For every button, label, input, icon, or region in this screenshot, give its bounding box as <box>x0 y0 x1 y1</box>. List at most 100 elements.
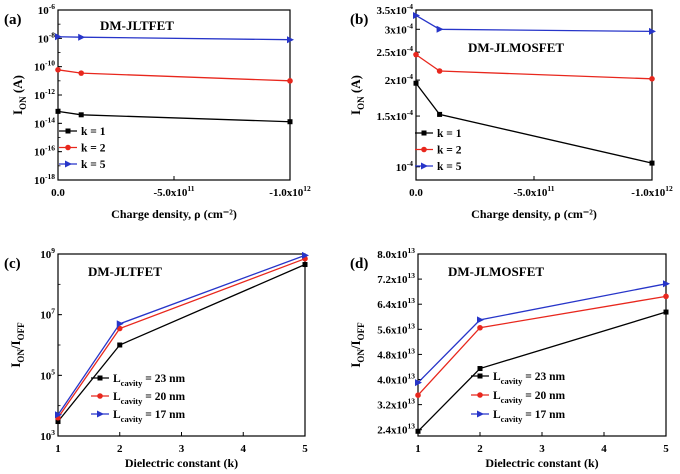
x-tick-label: 2 <box>477 443 483 455</box>
x-axis-label: Charge density, ρ (cm⁻²) <box>111 207 237 221</box>
x-tick-label: 3 <box>179 443 185 455</box>
y-tick-label: 4.8x1013 <box>377 346 415 361</box>
data-point-series-1 <box>663 309 669 315</box>
y-tick-label: 8.0x1013 <box>377 246 415 261</box>
y-tick-label: 10-16 <box>34 144 55 159</box>
chart-panel-d: 2.4x1013 3.2x1013 4.0x1013 4.8x1013 5.6x1013… <box>348 246 670 470</box>
chart-title: DM-JLTFET <box>88 264 162 279</box>
chart-title: DM-JLMOSFET <box>468 40 564 55</box>
data-point-series-2 <box>415 392 421 399</box>
legend-label: k = 2 <box>437 145 462 157</box>
y-tick-label: 1.5x10-4 <box>377 108 414 123</box>
chart-panel-a: 10-6 10-8 10-10 10-12 10-14 10-16 10-180.0 -5.0… <box>4 2 311 221</box>
data-point-series-3 <box>415 379 422 387</box>
y-tick-label: 10-10 <box>34 59 55 74</box>
panel-label: (d) <box>350 256 368 272</box>
legend-label: k = 1 <box>437 128 462 140</box>
y-tick-label: 10-8 <box>38 30 55 45</box>
data-point-series-3 <box>55 411 62 419</box>
legend-label: Lcavity = 20 nm <box>113 391 185 406</box>
data-point-series-2 <box>413 51 419 58</box>
y-tick-label: 10-12 <box>34 87 55 102</box>
series-line-3 <box>57 36 291 41</box>
legend-marker <box>65 144 71 151</box>
data-point-series-3 <box>663 280 670 288</box>
legend-label: Lcavity = 23 nm <box>493 371 565 386</box>
y-tick-label: 6.4x1013 <box>377 296 415 311</box>
x-axis-label: Dielectric constant (k) <box>125 456 238 470</box>
x-tick-label: 4 <box>241 443 247 455</box>
data-point-series-1 <box>437 111 443 117</box>
data-point-series-3 <box>436 25 444 33</box>
series-line-3 <box>417 283 667 384</box>
y-tick-label: 103 <box>40 428 55 443</box>
legend-marker <box>97 375 103 381</box>
y-tick-label: 10-4 <box>396 159 413 174</box>
legend-marker <box>65 160 72 168</box>
data-point-series-3 <box>413 11 420 19</box>
data-point-series-2 <box>663 293 669 300</box>
legend-marker <box>65 128 71 134</box>
plot-frame <box>57 9 291 181</box>
chart-title: DM-JLTFET <box>100 18 174 33</box>
legend-marker <box>477 392 483 398</box>
data-point-series-3 <box>116 320 124 328</box>
y-tick-label: 2x10-4 <box>385 72 413 87</box>
data-point-series-1 <box>415 428 421 434</box>
x-tick-label: 2 <box>117 443 123 455</box>
data-point-series-1 <box>413 80 419 86</box>
legend-label: Lcavity = 23 nm <box>113 373 185 388</box>
y-tick-label: 2.4x1013 <box>377 422 415 437</box>
y-tick-label: 2.5x10-4 <box>377 44 414 59</box>
data-point-series-1 <box>287 119 293 125</box>
data-point-series-2 <box>78 70 84 76</box>
chart-panel-b: 10-4 1.5x10-4 2x10-4 2.5x10-4 3x10-4 3.5x10-4… <box>348 2 673 221</box>
data-point-series-2 <box>477 324 483 331</box>
legend-label: Lcavity = 17 nm <box>113 409 185 424</box>
x-tick-label: 0.0 <box>409 187 423 199</box>
legend-marker <box>97 410 104 418</box>
x-tick-label: 1 <box>55 443 61 455</box>
series-line-1 <box>57 110 291 123</box>
chart-title: DM-JLMOSFET <box>448 264 544 279</box>
legend-label: Lcavity = 20 nm <box>493 390 565 405</box>
y-axis-label: ION (A) <box>10 75 28 115</box>
y-tick-label: 10-6 <box>38 2 55 17</box>
data-point-series-3 <box>477 316 484 324</box>
data-point-series-1 <box>55 108 61 114</box>
y-tick-label: 3.5x10-4 <box>377 2 414 17</box>
y-tick-label: 10-18 <box>34 172 55 187</box>
legend-marker <box>97 393 103 399</box>
legend-marker <box>421 146 427 153</box>
y-tick-label: 3x10-4 <box>385 21 413 36</box>
data-point-series-3 <box>302 251 309 259</box>
y-axis-label: ION/IOFF <box>348 322 366 368</box>
y-tick-label: 10-14 <box>34 115 55 130</box>
x-tick-label: -1.0x1012 <box>269 184 311 199</box>
data-point-series-2 <box>649 76 655 82</box>
x-tick-label: 0.0 <box>51 187 65 199</box>
data-point-series-1 <box>117 342 123 348</box>
data-point-series-1 <box>649 160 655 166</box>
data-point-series-3 <box>287 36 294 44</box>
x-tick-label: -1.0x1012 <box>631 184 673 199</box>
data-point-series-3 <box>78 33 86 41</box>
x-tick-label: 1 <box>415 443 421 455</box>
legend-label: Lcavity = 17 nm <box>493 409 565 424</box>
data-point-series-2 <box>287 78 293 84</box>
x-tick-label: 4 <box>601 443 607 455</box>
data-point-series-1 <box>55 419 61 425</box>
panel-label: (c) <box>4 256 21 272</box>
data-point-series-3 <box>649 27 656 35</box>
legend-label: k = 2 <box>81 143 106 155</box>
y-tick-label: 3.2x1013 <box>377 397 415 412</box>
x-axis-label: Charge density, ρ (cm⁻²) <box>471 207 597 221</box>
data-point-series-3 <box>55 33 62 41</box>
x-tick-label: -5.0x1011 <box>513 184 554 199</box>
y-tick-label: 105 <box>40 367 55 382</box>
x-axis-label: Dielectric constant (k) <box>485 456 598 470</box>
series-line-3 <box>415 14 653 33</box>
data-point-series-1 <box>78 112 84 118</box>
